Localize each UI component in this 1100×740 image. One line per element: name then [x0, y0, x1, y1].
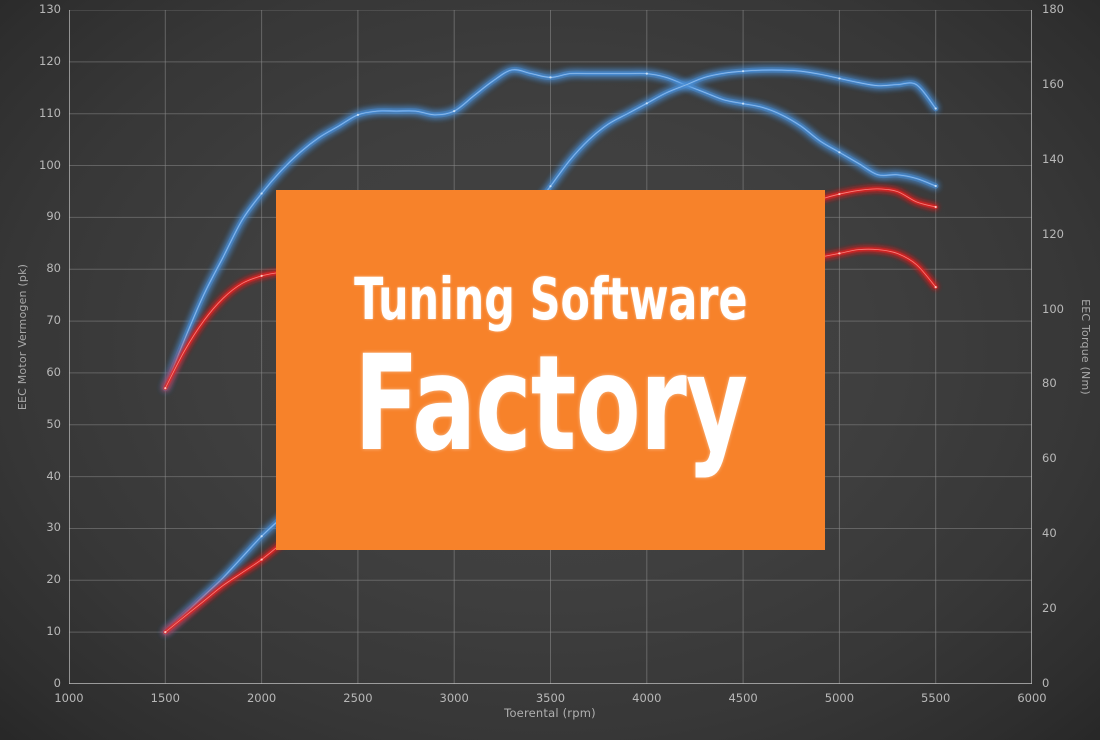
y-tick-label-right: 100 [1042, 301, 1064, 316]
series-point [934, 184, 937, 188]
series-point [934, 107, 937, 110]
y-tick-label-left: 30 [46, 520, 61, 535]
series-point [356, 113, 359, 116]
series-point [549, 76, 552, 79]
y-tick-label-right: 80 [1042, 376, 1057, 391]
y-tick-label-right: 160 [1042, 76, 1064, 91]
watermark-overlay: Tuning Software Factory [276, 190, 825, 550]
y-tick-label-left: 130 [39, 2, 61, 16]
y-tick-label-right: 140 [1042, 151, 1064, 166]
series-point [645, 102, 648, 105]
series-point [260, 274, 263, 277]
x-tick-label: 1000 [54, 691, 84, 705]
x-tick-label: 4000 [632, 691, 662, 705]
series-point [260, 192, 263, 195]
y-tick-label-right: 180 [1042, 2, 1064, 16]
x-tick-label: 3500 [535, 691, 566, 705]
series-point [164, 387, 167, 390]
series-point [453, 110, 456, 113]
x-tick-label: 5500 [921, 691, 951, 705]
y-tick-label-right: 20 [1042, 601, 1057, 616]
series-point [838, 151, 841, 154]
x-axis-title: Toerental (rpm) [504, 706, 596, 720]
y-tick-label-left: 80 [46, 261, 61, 276]
series-point [838, 192, 841, 196]
series-point [260, 558, 263, 561]
x-tick-label: 5000 [824, 691, 855, 705]
y-tick-label-left: 10 [46, 624, 61, 639]
series-point [838, 77, 841, 80]
y-tick-label-left: 70 [46, 313, 61, 328]
series-point [838, 252, 841, 255]
series-point [260, 535, 263, 538]
y-tick-label-right: 0 [1042, 676, 1050, 690]
series-point [934, 285, 937, 289]
x-tick-label: 4500 [728, 691, 758, 705]
y-tick-label-left: 100 [39, 157, 61, 172]
series-point [742, 102, 745, 105]
x-tick-label: 2000 [246, 691, 277, 705]
x-tick-label: 3000 [439, 691, 469, 705]
series-point [934, 205, 937, 209]
y-tick-label-right: 40 [1042, 526, 1057, 541]
y-axis-right-title: EEC Torque (Nm) [1079, 299, 1092, 395]
y-tick-label-right: 60 [1042, 451, 1057, 466]
series-0 [162, 66, 939, 391]
overlay-line-2: Factory [353, 327, 748, 481]
series-point [645, 72, 648, 75]
series-point [164, 631, 167, 634]
y-tick-label-left: 50 [46, 416, 61, 431]
x-tick-label: 2500 [343, 691, 373, 705]
y-tick-label-left: 120 [39, 53, 61, 68]
x-tick-label: 1500 [150, 691, 180, 705]
y-tick-label-right: 120 [1042, 226, 1064, 241]
y-tick-label-left: 20 [46, 572, 61, 587]
y-tick-label-left: 90 [46, 209, 61, 224]
x-tick-label: 6000 [1017, 691, 1047, 705]
series-point [549, 185, 552, 188]
y-tick-label-left: 40 [46, 468, 61, 483]
y-tick-label-left: 110 [39, 105, 61, 120]
overlay-line-1: Tuning Software [353, 265, 748, 333]
y-tick-label-left: 0 [53, 676, 61, 690]
series-point [742, 70, 745, 73]
y-tick-label-left: 60 [46, 364, 61, 379]
